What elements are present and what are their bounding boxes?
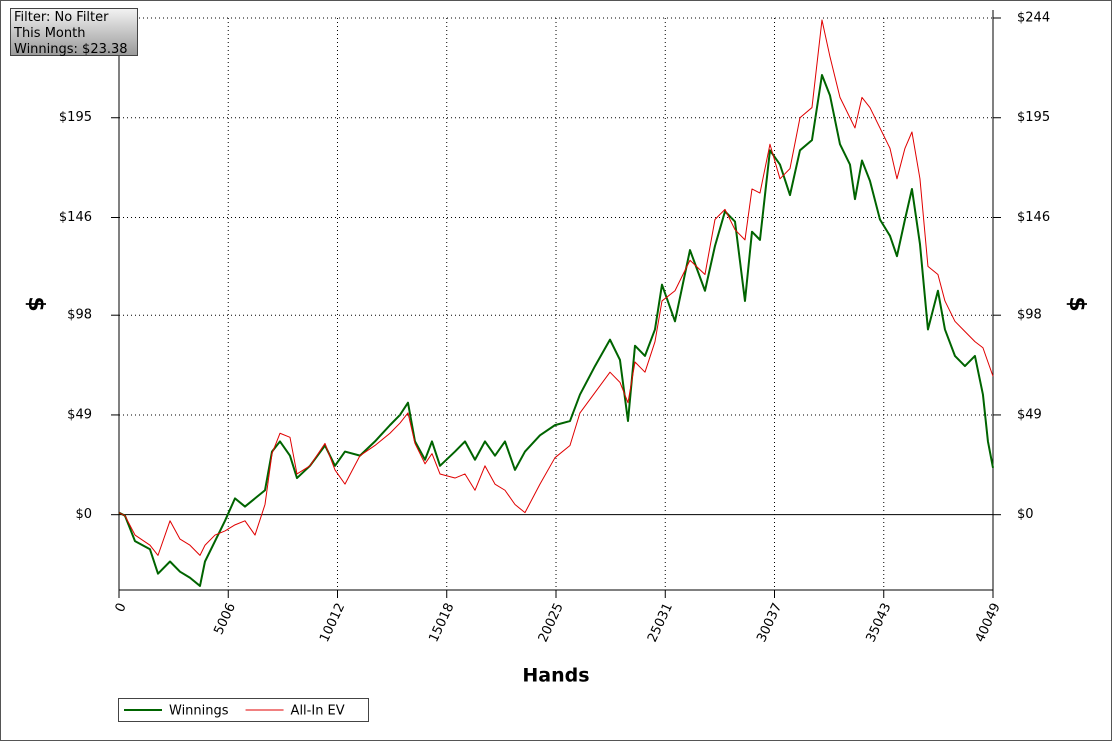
x-tick-label: 0 — [113, 601, 130, 615]
y2-tick-label: $244 — [1017, 11, 1050, 26]
y2-tick-label: $0 — [1017, 507, 1034, 522]
y-tick-label: $98 — [67, 308, 92, 323]
x-tick-label: 15018 — [426, 601, 457, 645]
y2-tick-label: $195 — [1017, 110, 1050, 125]
x-axis-label: Hands — [522, 665, 589, 687]
y2-tick-label: $98 — [1017, 308, 1042, 323]
x-tick-label: 10012 — [317, 601, 348, 645]
y2-axis-label: $ — [1064, 296, 1089, 311]
info-line: This Month — [14, 26, 86, 41]
legend — [118, 698, 369, 722]
legend-label: Winnings — [169, 704, 229, 719]
info-line: Winnings: $23.38 — [14, 42, 128, 57]
y2-tick-label: $49 — [1017, 407, 1042, 422]
legend-label: All-In EV — [291, 704, 345, 719]
x-tick-label: 5006 — [211, 601, 239, 637]
y-tick-label: $146 — [59, 210, 92, 225]
y-tick-label: $0 — [75, 507, 92, 522]
y-tick-label: $49 — [67, 407, 92, 422]
series-line — [118, 19, 994, 556]
y-tick-label: $195 — [59, 110, 92, 125]
y2-tick-label: $146 — [1017, 210, 1050, 225]
x-tick-label: 30037 — [754, 601, 785, 645]
y-axis-label: $ — [23, 296, 48, 311]
x-tick-label: 20025 — [536, 601, 567, 645]
x-tick-label: 25031 — [645, 601, 676, 645]
x-tick-label: 40049 — [973, 601, 1004, 645]
series-line — [118, 73, 994, 587]
x-tick-label: 35043 — [863, 601, 894, 645]
info-line: Filter: No Filter — [14, 10, 109, 25]
info-box: Filter: No Filter This Month Winnings: $… — [10, 8, 138, 57]
